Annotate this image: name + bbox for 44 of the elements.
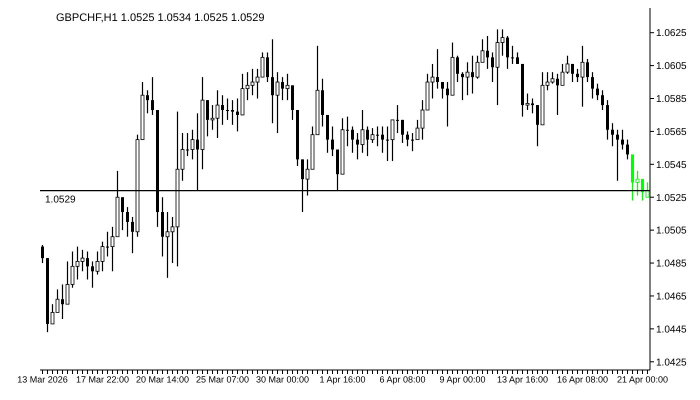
x-tick-label: 17 Mar 22:00 [76, 374, 130, 384]
x-tick-label: 6 Apr 08:00 [379, 374, 426, 384]
candlestick [226, 98, 229, 120]
y-tick-label: 1.0605 [656, 61, 688, 72]
y-tick-label: 1.0465 [656, 292, 688, 303]
y-tick-label: 1.0545 [656, 160, 688, 171]
candlestick [591, 72, 594, 100]
ref-line-label: 1.0529 [45, 194, 76, 206]
y-tick-label: 1.0445 [656, 324, 688, 336]
x-tick-label: 1 Apr 16:00 [319, 374, 366, 384]
candlestick [151, 76, 154, 116]
y-tick-label: 1.0585 [656, 94, 688, 106]
y-tick-label: 1.0565 [656, 126, 688, 138]
x-tick-label: 13 Mar 2026 [17, 374, 68, 384]
x-tick-label: 20 Mar 14:00 [136, 374, 190, 384]
y-tick-label: 1.0485 [656, 258, 688, 270]
y-tick-label: 1.0425 [656, 357, 688, 368]
candlestick [511, 45, 514, 65]
x-tick-label: 21 Apr 00:00 [616, 374, 668, 384]
candlestick [231, 100, 234, 126]
chart-title: GBPCHF,H1 1.0525 1.0534 1.0525 1.0529 [56, 12, 265, 24]
y-tick-label: 1.0505 [656, 226, 688, 237]
candlestick [401, 119, 404, 144]
candlestick [626, 139, 629, 160]
candlestick [41, 244, 44, 264]
x-tick-label: 16 Apr 08:00 [556, 374, 608, 384]
x-tick-label: 30 Mar 00:00 [256, 374, 310, 384]
y-tick-label: 1.0625 [656, 28, 688, 40]
candlestick [621, 129, 624, 150]
candlestick [601, 90, 604, 111]
x-tick-label: 13 Apr 16:00 [496, 374, 548, 384]
candlestick [441, 81, 444, 100]
candlestick [381, 126, 384, 154]
candlestick [126, 206, 129, 238]
candlestick [406, 130, 409, 147]
candlestick [596, 83, 599, 101]
candlestick [516, 52, 519, 65]
x-tick-label: 9 Apr 00:00 [439, 374, 486, 384]
candlestick [611, 122, 614, 147]
y-tick-label: 1.0525 [656, 192, 688, 204]
candlestick [351, 126, 354, 154]
candlestick [616, 129, 619, 182]
candlestick [331, 126, 334, 157]
x-tick-label: 25 Mar 07:00 [196, 374, 250, 384]
